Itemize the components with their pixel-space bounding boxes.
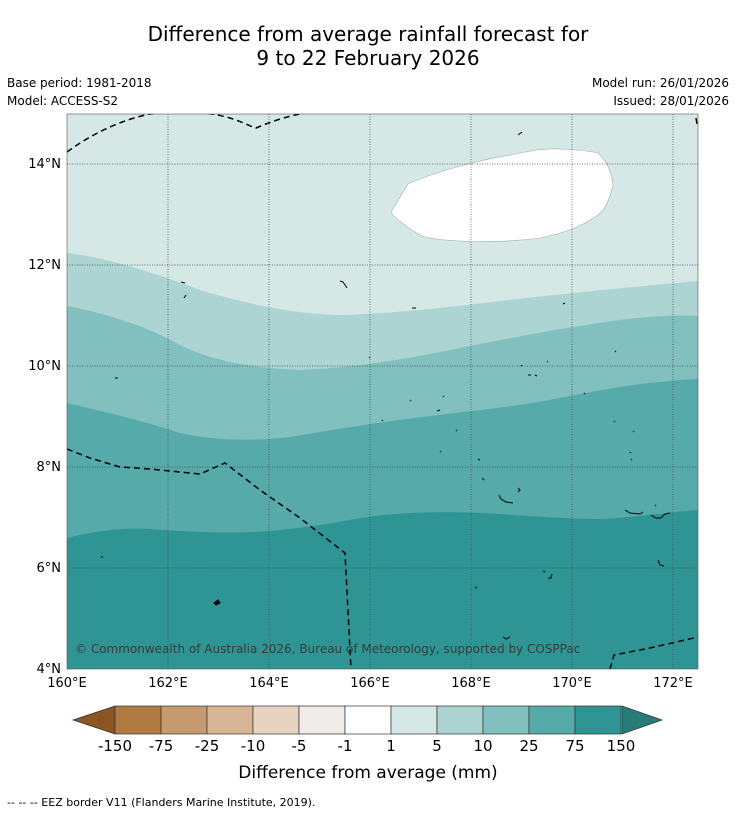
islands bbox=[101, 131, 671, 640]
colorbar-segment bbox=[252, 705, 300, 735]
lon-tick: 168°E bbox=[451, 676, 491, 691]
colorbar-segment bbox=[482, 705, 530, 735]
colorbar-segment bbox=[574, 705, 622, 735]
lat-tick: 4°N bbox=[37, 662, 62, 677]
lat-tick: 8°N bbox=[37, 460, 62, 475]
colorbar-segment bbox=[160, 705, 208, 735]
colorbar-title: Difference from average (mm) bbox=[238, 763, 497, 783]
colorbar-segment bbox=[344, 705, 392, 735]
colorbar-label: 75 bbox=[565, 737, 584, 755]
title-line-1: Difference from average rainfall forecas… bbox=[147, 22, 589, 46]
colorbar-label: 150 bbox=[607, 737, 636, 755]
eez-footnote: -- -- -- EEZ border V11 (Flanders Marine… bbox=[7, 796, 316, 809]
eez-borders bbox=[67, 114, 698, 669]
colorbar-label: -75 bbox=[149, 737, 174, 755]
colorbar-segment bbox=[114, 705, 162, 735]
colorbar-segment bbox=[528, 705, 576, 735]
colorbar-label: 1 bbox=[386, 737, 396, 755]
colorbar-label: -1 bbox=[338, 737, 353, 755]
colorbar: -150 -75 -25 -10 -5 -1 1 5 10 25 75 150 … bbox=[71, 705, 664, 783]
lon-tick: 172°E bbox=[653, 676, 693, 691]
colorbar-label: 25 bbox=[519, 737, 538, 755]
lat-tick: 14°N bbox=[28, 157, 61, 172]
meta-left: Base period: 1981-2018 Model: ACCESS-S2 bbox=[7, 74, 152, 110]
copyright-text: © Commonwealth of Australia 2026, Bureau… bbox=[75, 642, 580, 656]
colorbar-label: -150 bbox=[98, 737, 132, 755]
meta-right: Model run: 26/01/2026 Issued: 28/01/2026 bbox=[592, 74, 729, 110]
map-frame bbox=[66, 113, 699, 670]
lat-tick: 10°N bbox=[28, 359, 61, 374]
colorbar-label: -10 bbox=[241, 737, 266, 755]
lon-tick: 166°E bbox=[350, 676, 390, 691]
dry-patch bbox=[390, 148, 614, 242]
colorbar-label: -5 bbox=[292, 737, 307, 755]
colorbar-label: -25 bbox=[195, 737, 220, 755]
model-run-text: Model run: 26/01/2026 bbox=[591, 76, 729, 90]
lat-axis: 4°N 6°N 8°N 10°N 12°N 14°N bbox=[28, 157, 61, 677]
band-75-to-150 bbox=[67, 510, 698, 669]
colorbar-segment bbox=[298, 705, 346, 735]
issued-text: Issued: 28/01/2026 bbox=[613, 94, 729, 108]
lon-tick: 170°E bbox=[552, 676, 592, 691]
lon-tick: 160°E bbox=[47, 676, 87, 691]
model-text: Model: ACCESS-S2 bbox=[7, 94, 119, 108]
lat-tick: 6°N bbox=[37, 561, 62, 576]
colorbar-left-arrow bbox=[71, 705, 116, 735]
lon-tick: 164°E bbox=[249, 676, 289, 691]
colorbar-segment bbox=[206, 705, 254, 735]
lon-tick: 162°E bbox=[148, 676, 188, 691]
graticule bbox=[67, 114, 698, 669]
colorbar-segment bbox=[390, 705, 438, 735]
map-title: Difference from average rainfall forecas… bbox=[0, 22, 736, 70]
title-line-2: 9 to 22 February 2026 bbox=[256, 46, 480, 70]
colorbar-right-arrow bbox=[621, 705, 664, 735]
colorbar-label: 5 bbox=[432, 737, 442, 755]
colorbar-label: 10 bbox=[473, 737, 492, 755]
rainfall-contours: © Commonwealth of Australia 2026, Bureau… bbox=[67, 114, 698, 669]
colorbar-segment bbox=[436, 705, 484, 735]
lat-tick: 12°N bbox=[28, 258, 61, 273]
lon-axis: 160°E 162°E 164°E 166°E 168°E 170°E 172°… bbox=[47, 676, 693, 691]
base-period-text: Base period: 1981-2018 bbox=[7, 76, 152, 90]
